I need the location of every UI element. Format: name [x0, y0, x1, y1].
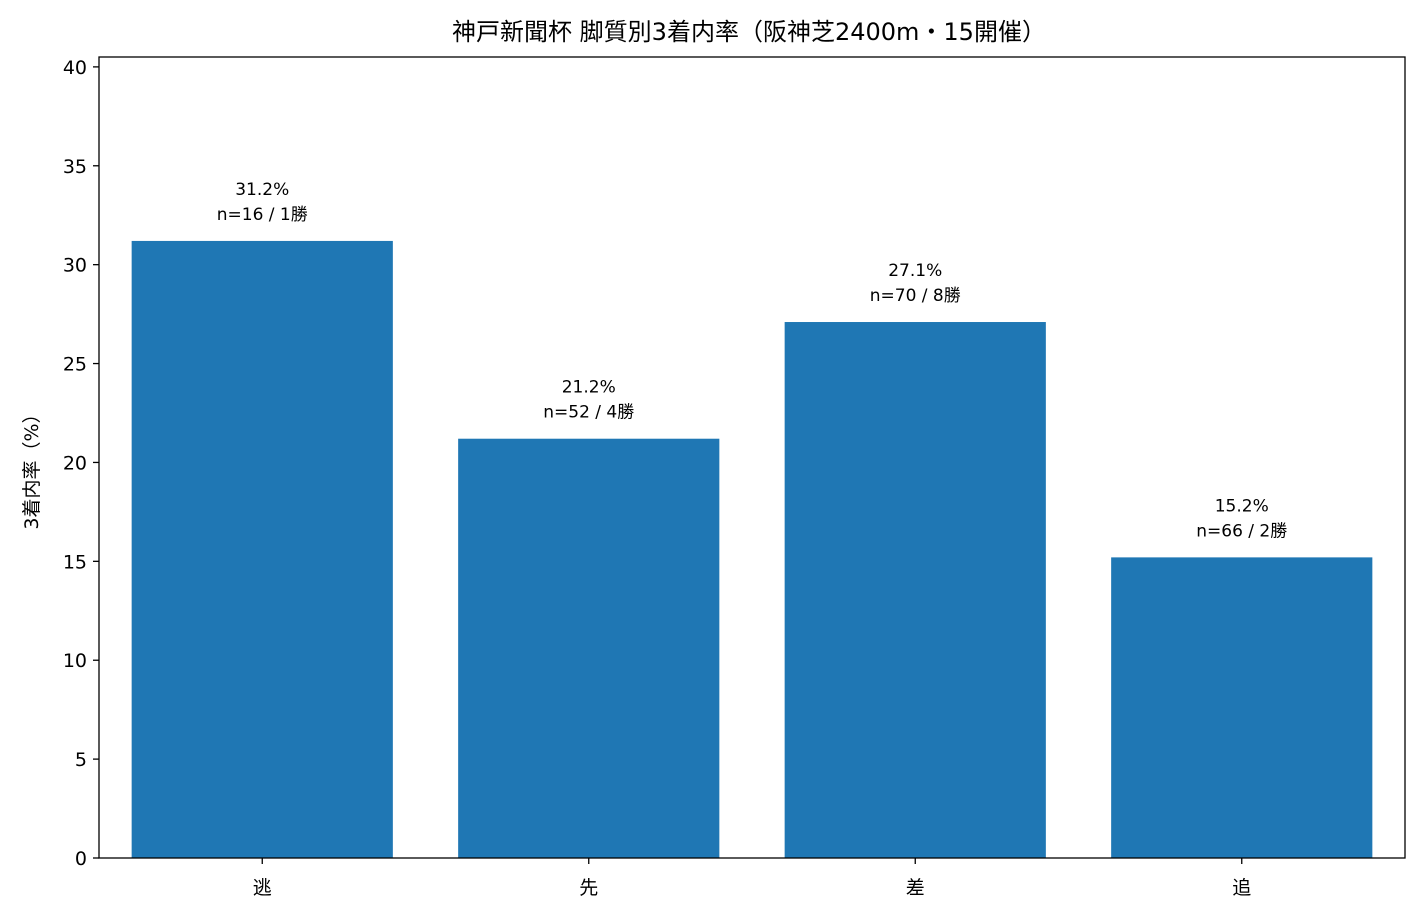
data-label-count: n=16 / 1勝 [217, 205, 308, 225]
x-tick-label: 差 [906, 877, 925, 899]
x-tick-label: 追 [1232, 877, 1251, 899]
data-label-count: n=70 / 8勝 [870, 286, 961, 306]
bar-2 [458, 438, 720, 858]
data-label-percent: 15.2% [1215, 496, 1269, 516]
bar-1 [131, 240, 393, 858]
x-tick-label: 逃 [253, 877, 272, 899]
y-tick-label: 20 [63, 452, 87, 474]
y-axis-label: 3着内率（%） [21, 404, 43, 529]
chart-title: 神戸新聞杯 脚質別3着内率（阪神芝2400m・15開催） [452, 18, 1046, 46]
bar-4 [1111, 557, 1373, 858]
y-axis: 0 5 10 15 20 25 30 35 40 [63, 57, 99, 870]
data-label-count: n=52 / 4勝 [543, 403, 634, 423]
y-tick-label: 30 [63, 255, 87, 277]
y-tick-label: 35 [63, 156, 87, 178]
data-labels-group: 31.2% n=16 / 1勝 21.2% n=52 / 4勝 27.1% n=70 / … [217, 180, 1288, 541]
data-label-percent: 31.2% [235, 180, 289, 200]
data-label-percent: 21.2% [562, 378, 616, 398]
y-tick-label: 25 [63, 354, 87, 376]
y-tick-label: 5 [75, 749, 87, 771]
bar-3 [784, 322, 1046, 858]
y-tick-label: 0 [75, 848, 87, 870]
y-tick-label: 15 [63, 551, 87, 573]
plot-frame [98, 56, 1406, 859]
y-tick-label: 40 [63, 57, 87, 79]
y-tick-label: 10 [63, 650, 87, 672]
x-tick-label: 先 [579, 877, 598, 899]
bars-group [131, 240, 1373, 858]
data-label-percent: 27.1% [888, 261, 942, 281]
data-label-count: n=66 / 2勝 [1196, 521, 1287, 541]
x-axis: 逃先差追 [253, 858, 1251, 899]
